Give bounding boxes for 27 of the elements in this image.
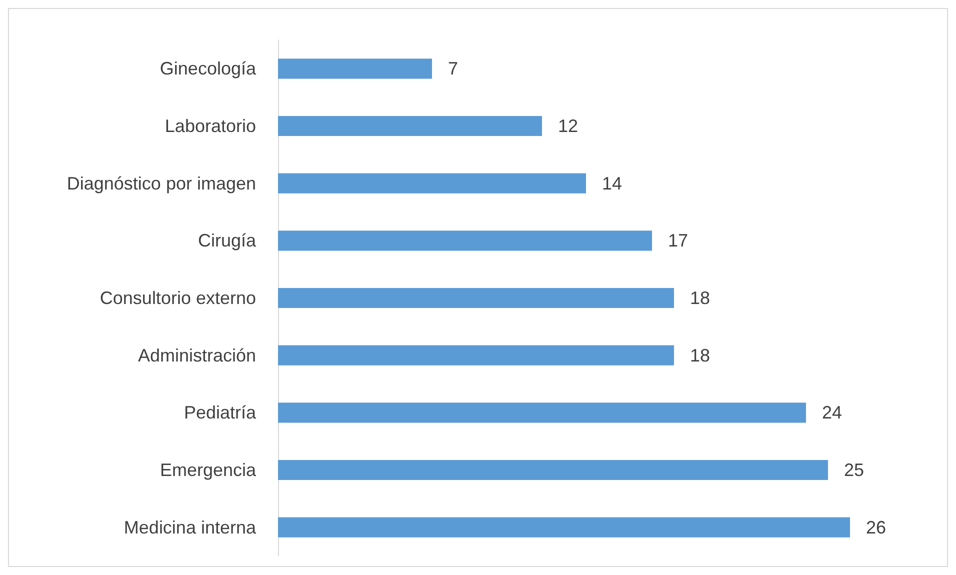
bar <box>278 230 652 251</box>
data-label: 24 <box>822 402 842 423</box>
y-tick-label: Ginecología <box>160 58 257 79</box>
data-label: 7 <box>448 58 458 79</box>
data-label: 18 <box>690 288 710 308</box>
data-label: 17 <box>668 230 688 251</box>
bar <box>278 517 850 538</box>
data-label: 25 <box>844 460 864 480</box>
bar <box>278 116 542 136</box>
bar <box>278 173 586 194</box>
bar <box>278 288 674 308</box>
data-label: 26 <box>866 517 886 538</box>
y-tick-label: Diagnóstico por imagen <box>66 173 256 194</box>
bar <box>278 58 432 79</box>
y-tick-label: Laboratorio <box>164 116 256 136</box>
bar <box>278 460 828 480</box>
bar <box>278 345 674 366</box>
y-tick-label: Consultorio externo <box>100 288 256 308</box>
y-tick-label: Cirugía <box>198 230 257 251</box>
data-label: 12 <box>558 116 578 136</box>
y-tick-label: Pediatría <box>184 402 257 423</box>
y-tick-label: Emergencia <box>160 460 257 480</box>
data-label: 14 <box>602 173 622 194</box>
y-tick-label: Administración <box>138 345 256 366</box>
data-label: 18 <box>690 345 710 366</box>
bar <box>278 402 806 423</box>
y-tick-label: Medicina interna <box>124 517 257 538</box>
